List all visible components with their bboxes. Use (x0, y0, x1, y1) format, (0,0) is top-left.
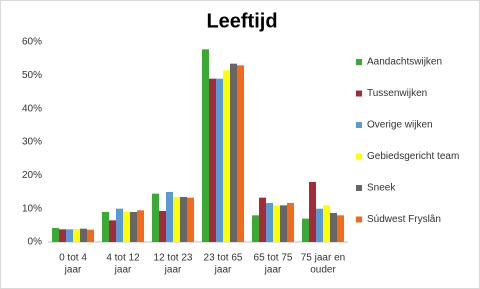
y-tick-label: 20% (22, 170, 42, 181)
bar (166, 192, 173, 242)
bar (123, 212, 130, 242)
bar (280, 205, 287, 242)
legend-label: Súdwest Fryslân (367, 214, 441, 225)
x-tick-label: 75 jaar en (301, 253, 345, 264)
y-tick-label: 0% (28, 237, 43, 248)
bar (102, 212, 109, 242)
bar (130, 212, 137, 242)
bar (66, 229, 73, 242)
bar (273, 205, 280, 242)
bar (59, 229, 66, 242)
bar (159, 211, 166, 242)
x-tick-label: 0 tot 4 (59, 253, 87, 264)
bar (137, 210, 144, 242)
bar (252, 215, 259, 242)
bar (323, 205, 330, 242)
bar (80, 228, 87, 242)
bar (52, 228, 59, 242)
bar (180, 197, 187, 242)
y-tick-label: 10% (22, 203, 42, 214)
bar (259, 197, 266, 242)
x-tick-label: jaar (264, 265, 282, 276)
bar (223, 70, 230, 242)
bar (202, 49, 209, 243)
chart-title: Leeftijd (206, 10, 277, 32)
bar (337, 215, 344, 242)
bar (152, 193, 159, 242)
bar (73, 229, 80, 242)
legend-label: Sneek (367, 183, 396, 194)
x-tick-label: 4 tot 12 (106, 253, 140, 264)
bar (266, 203, 273, 242)
bar (116, 208, 123, 242)
legend-marker (356, 122, 362, 128)
legend-label: Aandachtswijken (367, 57, 442, 68)
bar (187, 197, 194, 242)
x-tick-label: jaar (164, 265, 182, 276)
bar (209, 78, 216, 243)
bar (287, 203, 294, 242)
bar (230, 63, 237, 242)
legend-label: Overige wijken (367, 120, 433, 131)
bar (316, 208, 323, 242)
bar (330, 213, 337, 242)
x-tick-label: jaar (114, 265, 132, 276)
x-tick-label: 23 tot 65 (204, 253, 243, 264)
x-tick-label: jaar (214, 265, 232, 276)
bar (109, 220, 116, 242)
bar (87, 229, 94, 242)
legend-label: Tussenwijken (367, 88, 427, 99)
x-tick-label: 65 tot 75 (254, 253, 293, 264)
y-tick-label: 60% (22, 37, 42, 48)
x-tick-label: 12 tot 23 (154, 253, 193, 264)
legend-marker (356, 59, 362, 65)
x-tick-label: ouder (310, 265, 336, 276)
legend-marker (356, 90, 362, 97)
bar (173, 197, 180, 242)
bar (237, 65, 244, 242)
legend-marker (356, 216, 362, 223)
legend-marker (356, 185, 362, 191)
y-tick-label: 30% (22, 137, 42, 148)
y-tick-label: 50% (22, 70, 42, 81)
y-tick-label: 40% (22, 103, 42, 114)
bar (302, 218, 309, 242)
bar (216, 78, 223, 243)
legend-label: Gebiedsgericht team (367, 151, 459, 162)
legend-marker (356, 153, 362, 160)
bar (309, 182, 316, 242)
x-tick-label: jaar (64, 265, 82, 276)
